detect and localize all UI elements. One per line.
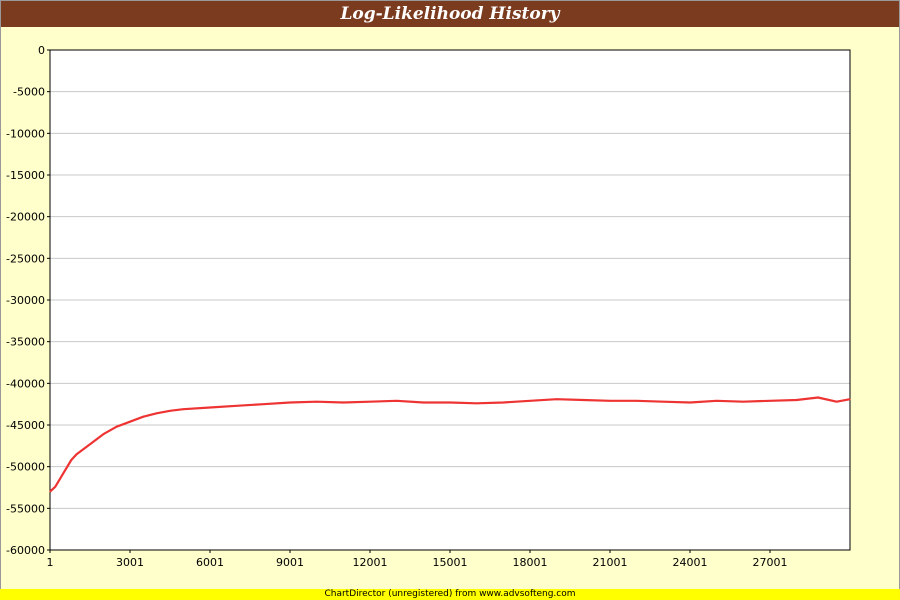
- data-point: [449, 401, 451, 404]
- data-point: [817, 396, 819, 399]
- title-bar: Log-Likelihood History: [1, 1, 899, 27]
- data-point: [609, 400, 611, 402]
- data-point: [76, 453, 78, 455]
- x-tick-label: 21001: [593, 556, 628, 569]
- y-tick-label: -60000: [6, 544, 45, 557]
- x-tick-label: 15001: [433, 556, 468, 569]
- y-tick-label: -5000: [13, 86, 45, 99]
- x-tick-label: 12001: [353, 556, 388, 569]
- x-tick-label: 24001: [673, 556, 708, 569]
- data-point: [422, 401, 424, 404]
- data-point: [502, 401, 504, 404]
- footer-text: ChartDirector (unregistered) from www.ad…: [324, 589, 576, 599]
- data-point: [54, 486, 56, 488]
- y-tick-label: -35000: [6, 336, 45, 349]
- data-point: [849, 398, 851, 400]
- data-point: [89, 443, 91, 445]
- data-point: [836, 401, 838, 403]
- data-point: [142, 416, 144, 418]
- data-point: [369, 401, 371, 403]
- x-tick-label: 1: [47, 556, 54, 569]
- data-point: [129, 421, 131, 423]
- data-point: [396, 400, 398, 402]
- series-group: [49, 396, 851, 493]
- x-tick-label: 27001: [753, 556, 788, 569]
- x-tick-label: 9001: [276, 556, 304, 569]
- x-tick-label: 3001: [116, 556, 144, 569]
- y-axis: 0 -5000 -10000 -15000 -20000 -25000 -30000 -350…: [6, 44, 50, 557]
- data-point: [716, 400, 718, 402]
- data-point: [236, 405, 238, 407]
- footer-banner: ChartDirector (unregistered) from www.ad…: [0, 589, 900, 600]
- data-point: [156, 412, 158, 414]
- y-tick-label: -15000: [6, 169, 45, 182]
- y-tick-label: -10000: [6, 127, 45, 140]
- data-point: [209, 406, 211, 409]
- x-axis: 1 3001 6001 9001 12001 15001 18001 21001 24001 27…: [47, 550, 788, 569]
- y-tick-label: -50000: [6, 461, 45, 474]
- chart-title: Log-Likelihood History: [340, 4, 560, 24]
- data-point: [62, 472, 64, 474]
- data-point: [689, 401, 691, 404]
- data-point: [262, 403, 264, 405]
- data-point: [182, 408, 184, 410]
- data-point: [769, 400, 771, 402]
- grid-lines: [50, 91, 850, 509]
- data-point: [316, 401, 318, 403]
- y-tick-label: -25000: [6, 252, 45, 265]
- data-point: [49, 491, 51, 493]
- y-tick-label: 0: [38, 44, 45, 57]
- x-tick-label: 6001: [196, 556, 224, 569]
- data-point: [796, 399, 798, 401]
- data-point: [636, 400, 638, 402]
- data-point: [662, 401, 664, 403]
- y-tick-label: -45000: [6, 419, 45, 432]
- y-tick-label: -40000: [6, 377, 45, 390]
- data-point: [742, 401, 744, 403]
- data-point: [102, 433, 104, 435]
- data-point: [289, 401, 291, 404]
- y-tick-label: -20000: [6, 211, 45, 224]
- data-point: [476, 402, 478, 404]
- data-point: [529, 400, 531, 402]
- data-point: [70, 459, 72, 461]
- y-tick-label: -30000: [6, 294, 45, 307]
- data-point: [556, 398, 558, 400]
- x-tick-label: 18001: [513, 556, 548, 569]
- y-tick-label: -55000: [6, 502, 45, 515]
- data-point: [342, 401, 344, 404]
- data-point: [116, 426, 118, 428]
- data-point: [582, 399, 584, 401]
- data-point: [169, 410, 171, 412]
